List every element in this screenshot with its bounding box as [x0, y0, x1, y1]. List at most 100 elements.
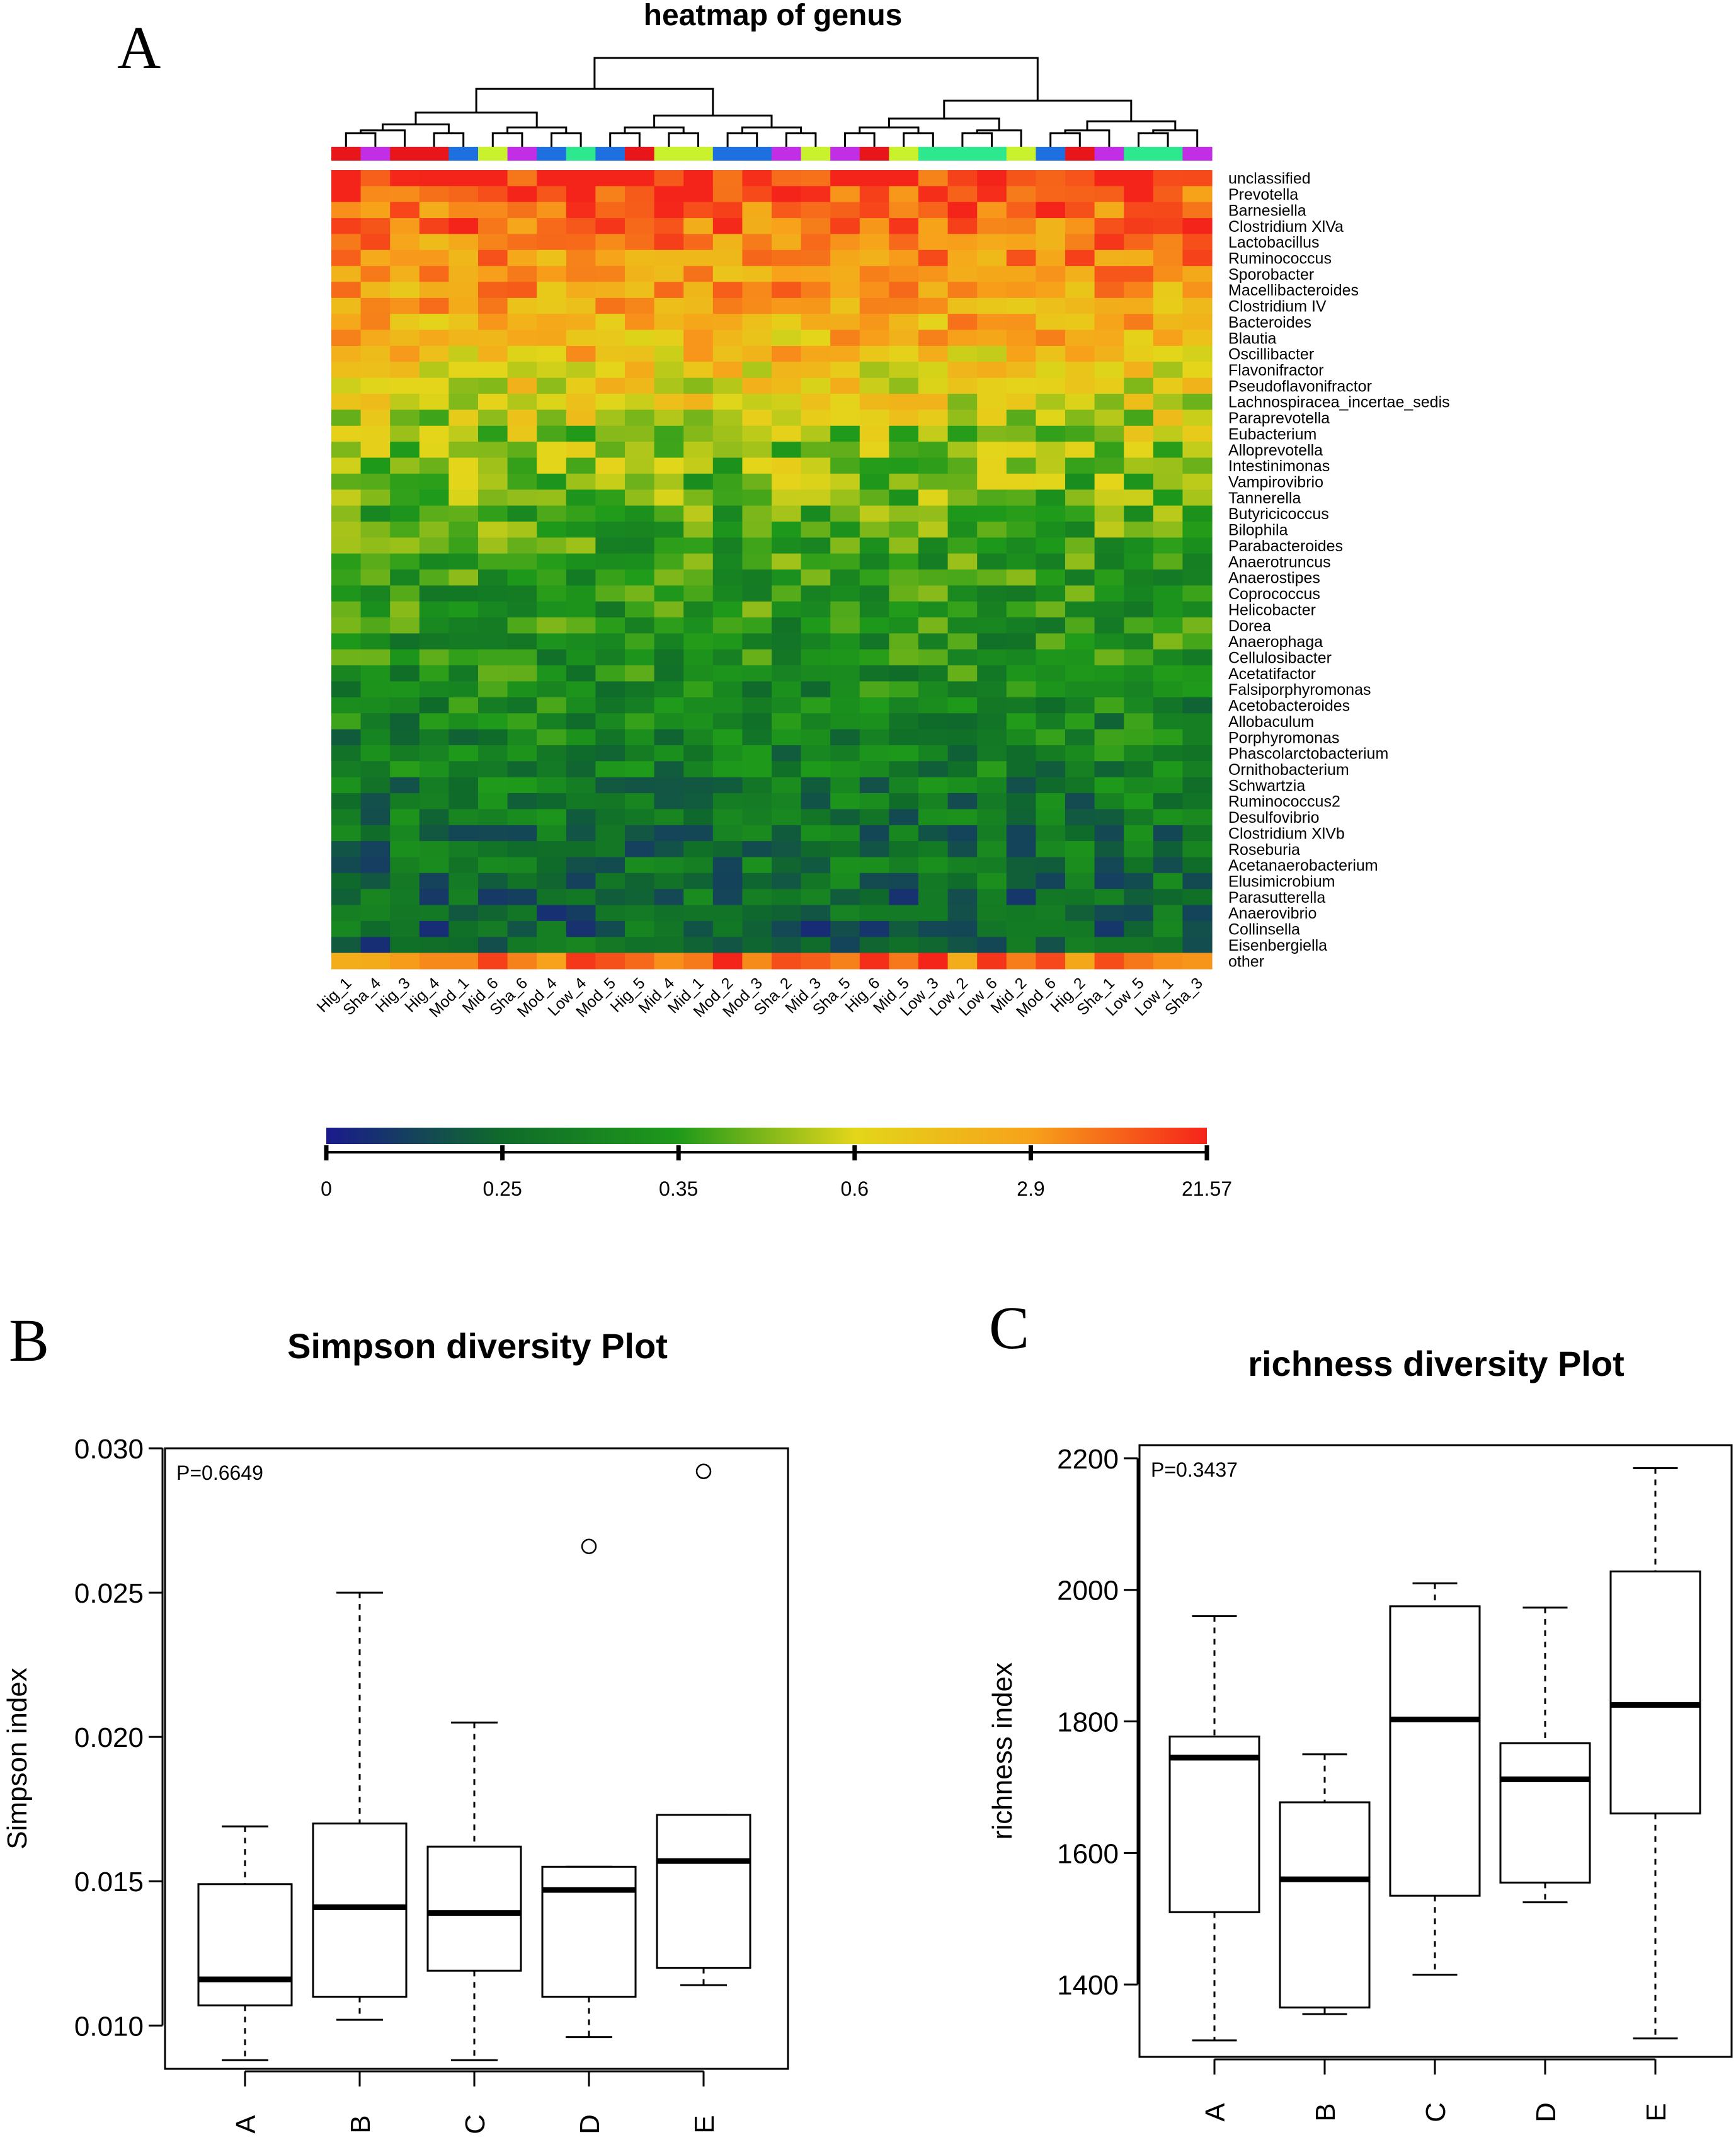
heatmap-cell [537, 425, 567, 442]
heatmap-cell [507, 537, 537, 554]
heatmap-cell [801, 394, 831, 410]
heatmap-cell [918, 873, 949, 890]
heatmap-cell [683, 249, 714, 266]
heatmap-cell [654, 394, 684, 410]
heatmap-cell [947, 314, 978, 331]
heatmap-cell [801, 186, 831, 203]
heatmap-cell [859, 889, 889, 906]
heatmap-cell [1182, 537, 1213, 554]
heatmap-cell [390, 761, 420, 778]
heatmap-cell [566, 329, 596, 346]
heatmap-cell [360, 617, 391, 634]
heatmap-cell [331, 282, 362, 299]
heatmap-cell [331, 937, 362, 954]
heatmap-cell [448, 329, 479, 346]
heatmap-cell [595, 953, 625, 970]
heatmap-cell [1124, 362, 1154, 379]
heatmap-cell [390, 857, 420, 874]
heatmap-cell [478, 329, 508, 346]
heatmap-cell [801, 713, 831, 730]
heatmap-cell [1094, 793, 1124, 810]
heatmap-cell [772, 889, 802, 906]
heatmap-cell [772, 681, 802, 698]
genus-label: Lachnospiracea_incertae_sedis [1228, 394, 1450, 411]
heatmap-cell [801, 649, 831, 666]
heatmap-cell [1182, 841, 1213, 858]
heatmap-cell [654, 553, 684, 570]
heatmap-cell [859, 585, 889, 602]
heatmap-cell [1036, 713, 1066, 730]
heatmap-cell [478, 553, 508, 570]
heatmap-cell [360, 473, 391, 490]
heatmap-cell [1006, 777, 1036, 794]
heatmap-cell [595, 633, 625, 650]
heatmap-cell [772, 857, 802, 874]
heatmap-cell [419, 857, 449, 874]
heatmap-cell [1094, 873, 1124, 890]
box [1279, 1801, 1371, 2009]
heatmap-cell [625, 521, 655, 538]
heatmap-cell [801, 569, 831, 586]
heatmap-cell [507, 234, 537, 251]
dendrogram-branch [609, 132, 641, 147]
heatmap-cell [331, 953, 362, 970]
heatmap-cell [742, 601, 772, 618]
heatmap-cell [801, 377, 831, 394]
heatmap-cell [1124, 617, 1154, 634]
heatmap-cell [507, 793, 537, 810]
heatmap-cell [772, 218, 802, 235]
heatmap-cell [360, 825, 391, 842]
heatmap-cell [830, 186, 860, 203]
heatmap-cell [830, 282, 860, 299]
heatmap-cell [801, 409, 831, 426]
heatmap-cell [742, 953, 772, 970]
genus-label: Bacteroides [1228, 314, 1311, 331]
heatmap-cell [448, 569, 479, 586]
heatmap-cell [889, 346, 919, 362]
heatmap-cell [1006, 793, 1036, 810]
heatmap-cell [859, 697, 889, 714]
heatmap-cell [742, 905, 772, 922]
heatmap-cell [947, 442, 978, 459]
heatmap-cell [1006, 729, 1036, 746]
heatmap-cell [1036, 617, 1066, 634]
heatmap-cell [947, 186, 978, 203]
heatmap-cell [977, 537, 1007, 554]
heatmap-cell [1036, 170, 1066, 186]
heatmap-cell [507, 297, 537, 314]
heatmap-cell [478, 314, 508, 331]
heatmap-cell [419, 553, 449, 570]
heatmap-cell [1153, 633, 1183, 650]
heatmap-cell [1094, 297, 1124, 314]
heatmap-cell [360, 377, 391, 394]
heatmap-cell [507, 937, 537, 954]
heatmap-cell [772, 186, 802, 203]
heatmap-cell [1124, 329, 1154, 346]
heatmap-cell [331, 505, 362, 522]
heatmap-cell [889, 585, 919, 602]
genus-label: Helicobacter [1228, 601, 1316, 619]
heatmap-cell [654, 569, 684, 586]
heatmap-cell [360, 729, 391, 746]
heatmap-cell [889, 937, 919, 954]
heatmap-cell [1124, 665, 1154, 682]
box [197, 1883, 293, 2006]
heatmap-cell [1153, 873, 1183, 890]
heatmap-cell [742, 649, 772, 666]
heatmap-cell [448, 793, 479, 810]
heatmap-cell [1006, 457, 1036, 474]
genus-label: Parasutterella [1228, 889, 1325, 907]
heatmap-cell [977, 234, 1007, 251]
heatmap-cell [478, 362, 508, 379]
heatmap-cell [742, 553, 772, 570]
heatmap-cell [977, 218, 1007, 235]
heatmap-cell [1182, 425, 1213, 442]
heatmap-cell [889, 553, 919, 570]
heatmap-cell [448, 809, 479, 826]
heatmap-cell [1065, 681, 1095, 698]
heatmap-cell [1065, 362, 1095, 379]
heatmap-cell [830, 170, 860, 186]
heatmap-cell [419, 697, 449, 714]
heatmap-cell [507, 920, 537, 937]
heatmap-cell [537, 537, 567, 554]
